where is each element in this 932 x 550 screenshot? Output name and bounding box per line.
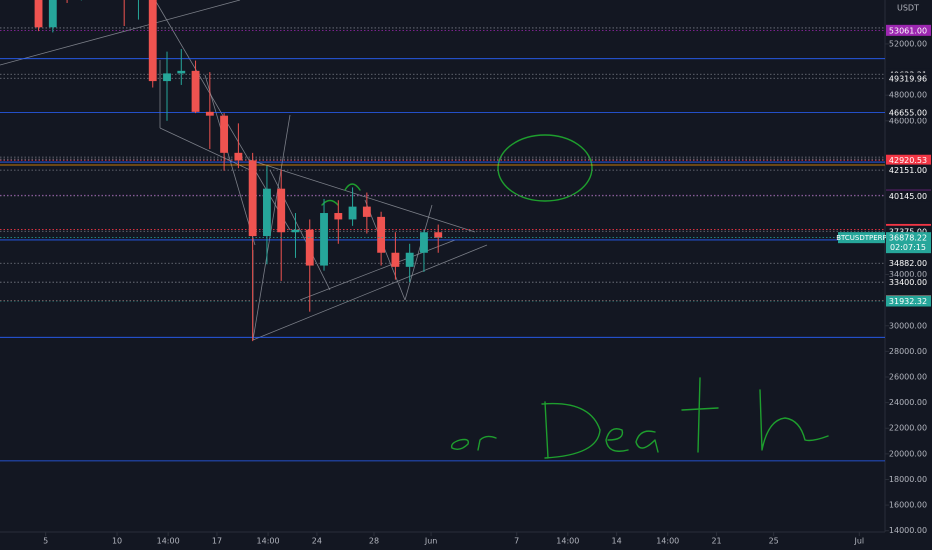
hand-arc — [321, 199, 339, 206]
x-tick-label: 24 — [312, 537, 322, 546]
candle-body — [334, 213, 343, 220]
x-tick-label: 21 — [711, 537, 721, 546]
candle-body — [405, 252, 414, 267]
level-label-box — [886, 276, 931, 288]
candle-body — [377, 216, 386, 253]
trend-line — [249, 159, 476, 233]
candle-body — [163, 73, 171, 82]
level-label-box — [886, 24, 931, 36]
level-label: 34882.00 — [889, 259, 927, 268]
y-tick-label: 48000.00 — [889, 91, 927, 100]
hand-writing — [477, 435, 497, 451]
candle-body — [248, 160, 257, 237]
candle-body — [263, 188, 271, 237]
candle-body — [420, 232, 428, 253]
level-label-box — [886, 106, 931, 118]
hand-writing — [635, 430, 659, 453]
candle-body — [291, 229, 300, 233]
level-label: 31932.32 — [889, 297, 927, 306]
candle-body — [391, 252, 400, 267]
y-tick-label: 14000.00 — [889, 526, 927, 535]
level-label-box — [886, 164, 931, 176]
level-label: 42920.53 — [889, 156, 927, 165]
x-tick-label: 5 — [43, 537, 48, 546]
hand-arc — [344, 183, 361, 191]
level-label-box — [886, 72, 931, 84]
candle-body — [234, 152, 243, 161]
y-tick-label: 28000.00 — [889, 347, 927, 356]
candle-body — [362, 206, 371, 217]
x-tick-label: 10 — [112, 537, 122, 546]
level-label-box — [886, 190, 931, 202]
hand-writing — [541, 401, 601, 459]
y-tick-label: 46000.00 — [889, 116, 927, 125]
hand-writing — [605, 428, 629, 452]
trend-line — [252, 244, 488, 341]
candle-body — [320, 213, 328, 266]
hand-writing — [759, 389, 829, 451]
x-tick-label: 14:00 — [257, 537, 280, 546]
trend-line — [204, 74, 256, 246]
candle-body — [48, 0, 57, 28]
hand-circle — [497, 134, 593, 202]
candle-body — [205, 111, 214, 116]
level-label: 40145.00 — [889, 192, 927, 201]
y-tick-label: 22000.00 — [889, 424, 927, 433]
candle-body — [191, 70, 200, 112]
x-tick-label: 14:00 — [157, 537, 180, 546]
level-label: 42151.00 — [889, 166, 927, 175]
candle-body — [177, 70, 186, 74]
x-tick-label: 14:00 — [656, 537, 679, 546]
candle-body — [148, 0, 157, 82]
countdown: 02:07:15 — [890, 243, 926, 252]
hand-writing — [681, 377, 719, 453]
hand-writing — [450, 438, 470, 451]
symbol-name: BTCUSDTPERP — [836, 234, 887, 242]
y-tick-label: 52000.00 — [889, 39, 927, 48]
trend-line — [299, 239, 456, 301]
y-tick-label: 16000.00 — [889, 501, 927, 510]
trend-line — [159, 127, 251, 171]
level-label: 53061.00 — [889, 26, 927, 35]
x-tick-label: Jul — [853, 537, 864, 546]
level-label: 37375.00 — [889, 227, 927, 236]
x-tick-label: 14 — [612, 537, 622, 546]
level-label-box — [886, 225, 931, 237]
last-price-box — [886, 232, 931, 254]
x-tick-label: 28 — [369, 537, 379, 546]
candle-body — [220, 115, 229, 153]
y-tick-label: 20000.00 — [889, 449, 927, 458]
y-tick-label: 34000.00 — [889, 270, 927, 279]
last-price: 36878.22 — [889, 234, 927, 243]
y-tick-label: 26000.00 — [889, 372, 927, 381]
level-label: 46655.00 — [889, 108, 927, 117]
trend-line — [404, 204, 433, 301]
trend-line — [252, 114, 291, 341]
x-tick-label: Jun — [424, 537, 438, 546]
x-tick-label: 25 — [769, 537, 779, 546]
level-label-box — [886, 257, 931, 269]
x-tick-label: 7 — [514, 537, 519, 546]
level-label: 33400.00 — [889, 278, 927, 287]
candle-body — [34, 0, 43, 28]
candle-body — [305, 229, 314, 266]
candle-body — [348, 206, 357, 220]
y-tick-label: 18000.00 — [889, 475, 927, 484]
trend-line — [0, 0, 241, 66]
y-tick-label: 30000.00 — [889, 321, 927, 330]
quote-label: USDT — [897, 4, 919, 13]
level-label-box — [886, 154, 931, 166]
x-tick-label: 17 — [212, 537, 222, 546]
level-label: 49319.96 — [889, 74, 927, 83]
candle-body — [277, 188, 286, 233]
x-tick-label: 14:00 — [556, 537, 579, 546]
candle-body — [434, 232, 443, 238]
y-tick-label: 24000.00 — [889, 398, 927, 407]
level-label-box — [886, 295, 931, 307]
symbol-box — [838, 232, 885, 244]
